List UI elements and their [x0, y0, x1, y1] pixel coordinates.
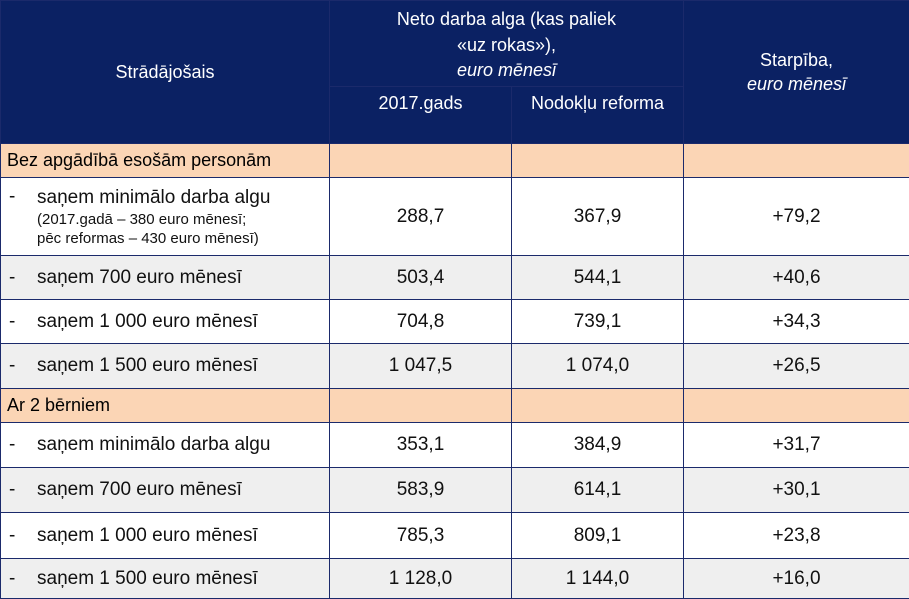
row-label-cell: -saņem 1 000 euro mēnesī — [1, 513, 330, 559]
row-label: saņem 1 000 euro mēnesī — [37, 525, 258, 547]
table-row: - saņem minimālo darba algu (2017.gadā –… — [1, 178, 909, 256]
row-label: saņem 700 euro mēnesī — [37, 267, 242, 289]
row-label: saņem minimālo darba algu — [37, 186, 270, 210]
value-2017: 288,7 — [330, 178, 512, 256]
row-label: saņem 1 500 euro mēnesī — [37, 355, 258, 377]
section-row: Bez apgādībā esošām personām — [1, 144, 909, 178]
value-difference: +16,0 — [684, 559, 909, 599]
value-reform: 544,1 — [512, 256, 684, 300]
table-row: -saņem 1 500 euro mēnesī 1 128,0 1 144,0… — [1, 559, 909, 599]
value-reform: 384,9 — [512, 423, 684, 468]
row-dash: - — [1, 267, 37, 289]
row-note-line-1: (2017.gadā – 380 euro mēnesī; — [37, 210, 270, 229]
net-salary-title: Neto darba alga (kas paliek «uz rokas»), — [330, 6, 683, 58]
value-2017: 1 047,5 — [330, 344, 512, 389]
table-row: -saņem 1 500 euro mēnesī 1 047,5 1 074,0… — [1, 344, 909, 389]
value-2017: 785,3 — [330, 513, 512, 559]
value-2017: 503,4 — [330, 256, 512, 300]
value-reform: 367,9 — [512, 178, 684, 256]
value-2017: 1 128,0 — [330, 559, 512, 599]
net-salary-unit: euro mēnesī — [330, 58, 683, 82]
value-reform: 1 074,0 — [512, 344, 684, 389]
table-row: -saņem minimālo darba algu 353,1 384,9 +… — [1, 423, 909, 468]
row-label-cell: -saņem 1 500 euro mēnesī — [1, 559, 330, 599]
row-dash: - — [1, 186, 37, 208]
row-label: saņem 1 000 euro mēnesī — [37, 311, 258, 333]
row-dash: - — [1, 479, 37, 501]
row-dash: - — [1, 355, 37, 377]
row-label: saņem minimālo darba algu — [37, 434, 270, 456]
value-2017: 583,9 — [330, 468, 512, 513]
value-difference: +79,2 — [684, 178, 909, 256]
table-row: -saņem 700 euro mēnesī 583,9 614,1 +30,1 — [1, 468, 909, 513]
section-title: Ar 2 bērniem — [1, 389, 330, 423]
col-header-difference: Starpība, euro mēnesī — [684, 1, 909, 144]
col-header-reform: Nodokļu reforma — [512, 87, 684, 144]
table-row: -saņem 1 000 euro mēnesī 785,3 809,1 +23… — [1, 513, 909, 559]
value-2017: 353,1 — [330, 423, 512, 468]
section-row: Ar 2 bērniem — [1, 389, 909, 423]
row-dash: - — [1, 525, 37, 547]
row-label-cell: -saņem 700 euro mēnesī — [1, 256, 330, 300]
row-label-cell: -saņem minimālo darba algu — [1, 423, 330, 468]
section-title: Bez apgādībā esošām personām — [1, 144, 330, 178]
row-label: saņem 1 500 euro mēnesī — [37, 568, 258, 590]
difference-unit: euro mēnesī — [684, 72, 909, 96]
row-label-cell: -saņem 700 euro mēnesī — [1, 468, 330, 513]
value-difference: +40,6 — [684, 256, 909, 300]
row-label: saņem 700 euro mēnesī — [37, 479, 242, 501]
difference-title: Starpība, — [684, 48, 909, 72]
row-dash: - — [1, 311, 37, 333]
value-difference: +26,5 — [684, 344, 909, 389]
value-reform: 809,1 — [512, 513, 684, 559]
table-row: -saņem 1 000 euro mēnesī 704,8 739,1 +34… — [1, 300, 909, 344]
row-label-cell: -saņem 1 000 euro mēnesī — [1, 300, 330, 344]
value-reform: 614,1 — [512, 468, 684, 513]
row-dash: - — [1, 568, 37, 590]
value-2017: 704,8 — [330, 300, 512, 344]
value-difference: +30,1 — [684, 468, 909, 513]
table-row: -saņem 700 euro mēnesī 503,4 544,1 +40,6 — [1, 256, 909, 300]
col-header-worker: Strādājošais — [1, 1, 330, 144]
row-label-cell: - saņem minimālo darba algu (2017.gadā –… — [1, 178, 330, 256]
value-reform: 1 144,0 — [512, 559, 684, 599]
value-difference: +34,3 — [684, 300, 909, 344]
value-reform: 739,1 — [512, 300, 684, 344]
col-header-net-salary: Neto darba alga (kas paliek «uz rokas»),… — [330, 1, 684, 87]
col-header-2017: 2017.gads — [330, 87, 512, 144]
row-label-cell: -saņem 1 500 euro mēnesī — [1, 344, 330, 389]
value-difference: +31,7 — [684, 423, 909, 468]
row-dash: - — [1, 434, 37, 456]
value-difference: +23,8 — [684, 513, 909, 559]
row-note-line-2: pēc reformas – 430 euro mēnesī) — [37, 229, 270, 248]
